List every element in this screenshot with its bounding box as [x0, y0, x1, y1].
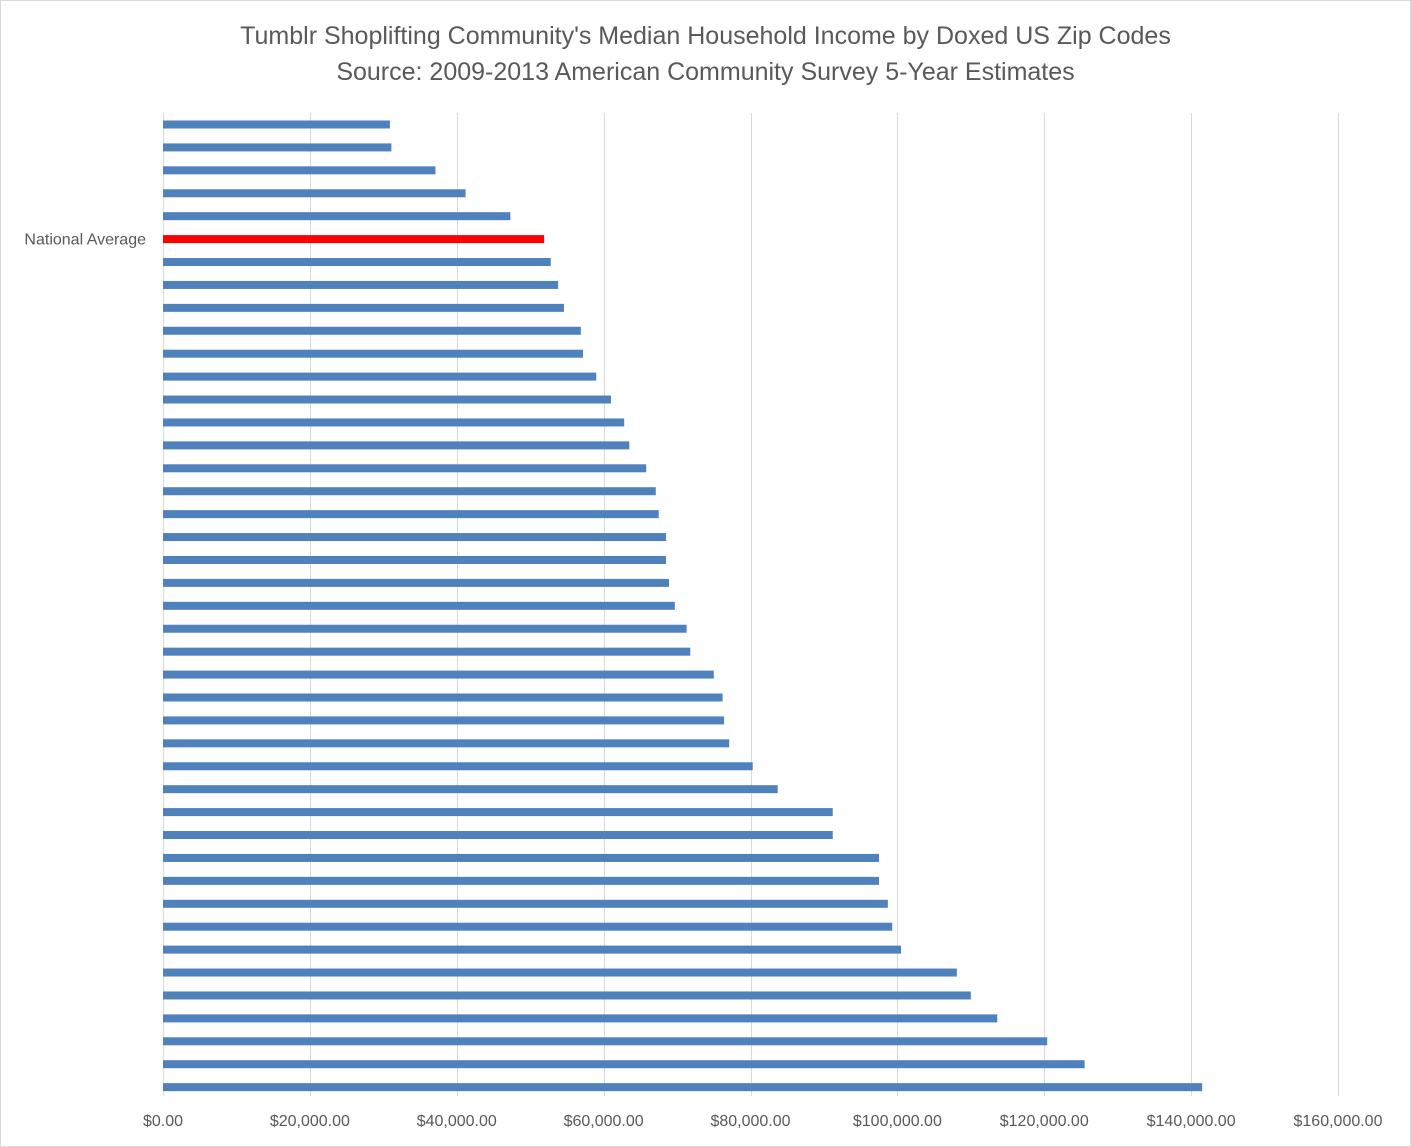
bar-national-average: [163, 235, 545, 244]
bar: [163, 166, 436, 175]
x-tick-label: $20,000.00: [270, 1113, 350, 1130]
bar: [163, 693, 723, 702]
bar: [163, 968, 957, 977]
bar: [163, 739, 730, 748]
bar: [163, 212, 511, 221]
bar: [163, 785, 778, 794]
x-tick-label: $0.00: [143, 1113, 183, 1130]
x-tick-label: $120,000.00: [1000, 1113, 1089, 1130]
bar: [163, 945, 902, 954]
bar: [163, 601, 675, 610]
bar: [163, 280, 559, 289]
x-tick-label: $100,000.00: [853, 1113, 942, 1130]
category-label: National Average: [24, 232, 146, 249]
bar: [163, 1037, 1048, 1046]
bar: [163, 533, 667, 542]
bar: [163, 189, 466, 198]
x-tick-label: $40,000.00: [417, 1113, 497, 1130]
bar: [163, 922, 893, 931]
bar: [163, 120, 390, 129]
bar: [163, 991, 971, 1000]
bar: [163, 326, 581, 335]
bar: [163, 670, 714, 679]
bar: [163, 578, 669, 587]
chart-title: Tumblr Shoplifting Community's Median Ho…: [240, 22, 1171, 50]
x-tick-label: $60,000.00: [564, 1113, 644, 1130]
bar: [163, 853, 880, 862]
bar: [163, 372, 597, 381]
bar: [163, 1083, 1203, 1092]
chart-title-block: Tumblr Shoplifting Community's Median Ho…: [0, 18, 1411, 90]
bar: [163, 395, 611, 404]
bar: [163, 716, 725, 725]
bar: [163, 831, 833, 840]
bar: [163, 1014, 998, 1023]
x-tick-label: $80,000.00: [710, 1113, 790, 1130]
bar: [163, 762, 753, 771]
x-tick-label: $160,000.00: [1294, 1113, 1383, 1130]
bar: [163, 1060, 1085, 1069]
bar: [163, 624, 687, 633]
bar-series: [163, 120, 1203, 1092]
bar: [163, 349, 584, 358]
bar: [163, 258, 551, 267]
y-axis-category-labels: National Average: [24, 232, 146, 249]
bar: [163, 464, 647, 473]
bar: [163, 487, 656, 496]
chart-subtitle: Source: 2009-2013 American Community Sur…: [336, 58, 1075, 86]
bar: [163, 418, 625, 427]
bar: [163, 510, 659, 519]
bar: [163, 876, 880, 885]
bar: [163, 899, 888, 908]
x-axis-tick-labels: $0.00 $20,000.00 $40,000.00 $60,000.00 $80,0…: [143, 1113, 1383, 1130]
bar: [163, 441, 630, 450]
bar: [163, 808, 833, 817]
bar: [163, 647, 691, 656]
x-tick-label: $140,000.00: [1147, 1113, 1236, 1130]
bar: [163, 303, 564, 312]
bar: [163, 143, 392, 152]
bar: [163, 555, 667, 564]
